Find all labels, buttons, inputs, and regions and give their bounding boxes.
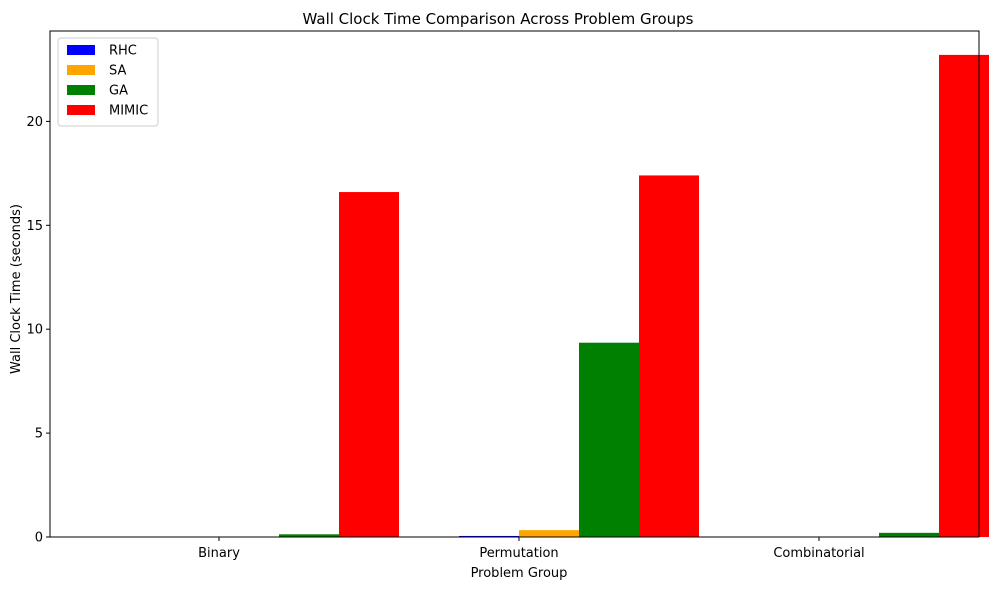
legend-swatch-mimic bbox=[67, 105, 95, 115]
legend-swatch-ga bbox=[67, 85, 95, 95]
legend-label-sa: SA bbox=[109, 64, 126, 79]
legend-label-rhc: RHC bbox=[109, 44, 137, 59]
x-axis-label: Problem Group bbox=[471, 566, 568, 581]
bar-ga-permutation bbox=[579, 342, 639, 537]
legend-label-ga: GA bbox=[109, 84, 128, 99]
bar-mimic-permutation bbox=[639, 175, 699, 537]
bar-mimic-combinatorial bbox=[939, 54, 989, 537]
bar-ga-binary bbox=[279, 534, 339, 537]
legend: RHC SA GA MIMIC bbox=[57, 37, 159, 127]
bar-rhc-permutation bbox=[459, 535, 519, 537]
y-axis: 0 5 10 15 20 bbox=[26, 115, 50, 546]
legend-label-mimic: MIMIC bbox=[109, 104, 148, 119]
legend-swatch-sa bbox=[67, 65, 95, 75]
x-tick-label: Permutation bbox=[479, 546, 558, 561]
y-tick-label: 20 bbox=[26, 115, 43, 130]
legend-swatch-rhc bbox=[67, 45, 95, 55]
legend-box bbox=[57, 37, 159, 127]
x-axis: Binary Permutation Combinatorial bbox=[198, 537, 865, 561]
y-tick-label: 0 bbox=[35, 531, 43, 546]
y-tick-label: 10 bbox=[26, 323, 43, 338]
y-tick-label: 5 bbox=[35, 427, 43, 442]
y-axis-label: Wall Clock Time (seconds) bbox=[9, 204, 24, 374]
bars-group bbox=[159, 54, 989, 537]
plot-frame bbox=[49, 30, 980, 538]
bar-mimic-binary bbox=[339, 192, 399, 537]
bar-ga-combinatorial bbox=[879, 532, 939, 537]
y-tick-label: 15 bbox=[26, 219, 43, 234]
x-tick-label: Combinatorial bbox=[773, 546, 864, 561]
bar-sa-permutation bbox=[519, 530, 579, 537]
x-tick-label: Binary bbox=[198, 546, 240, 561]
chart-title: Wall Clock Time Comparison Across Proble… bbox=[303, 10, 694, 28]
